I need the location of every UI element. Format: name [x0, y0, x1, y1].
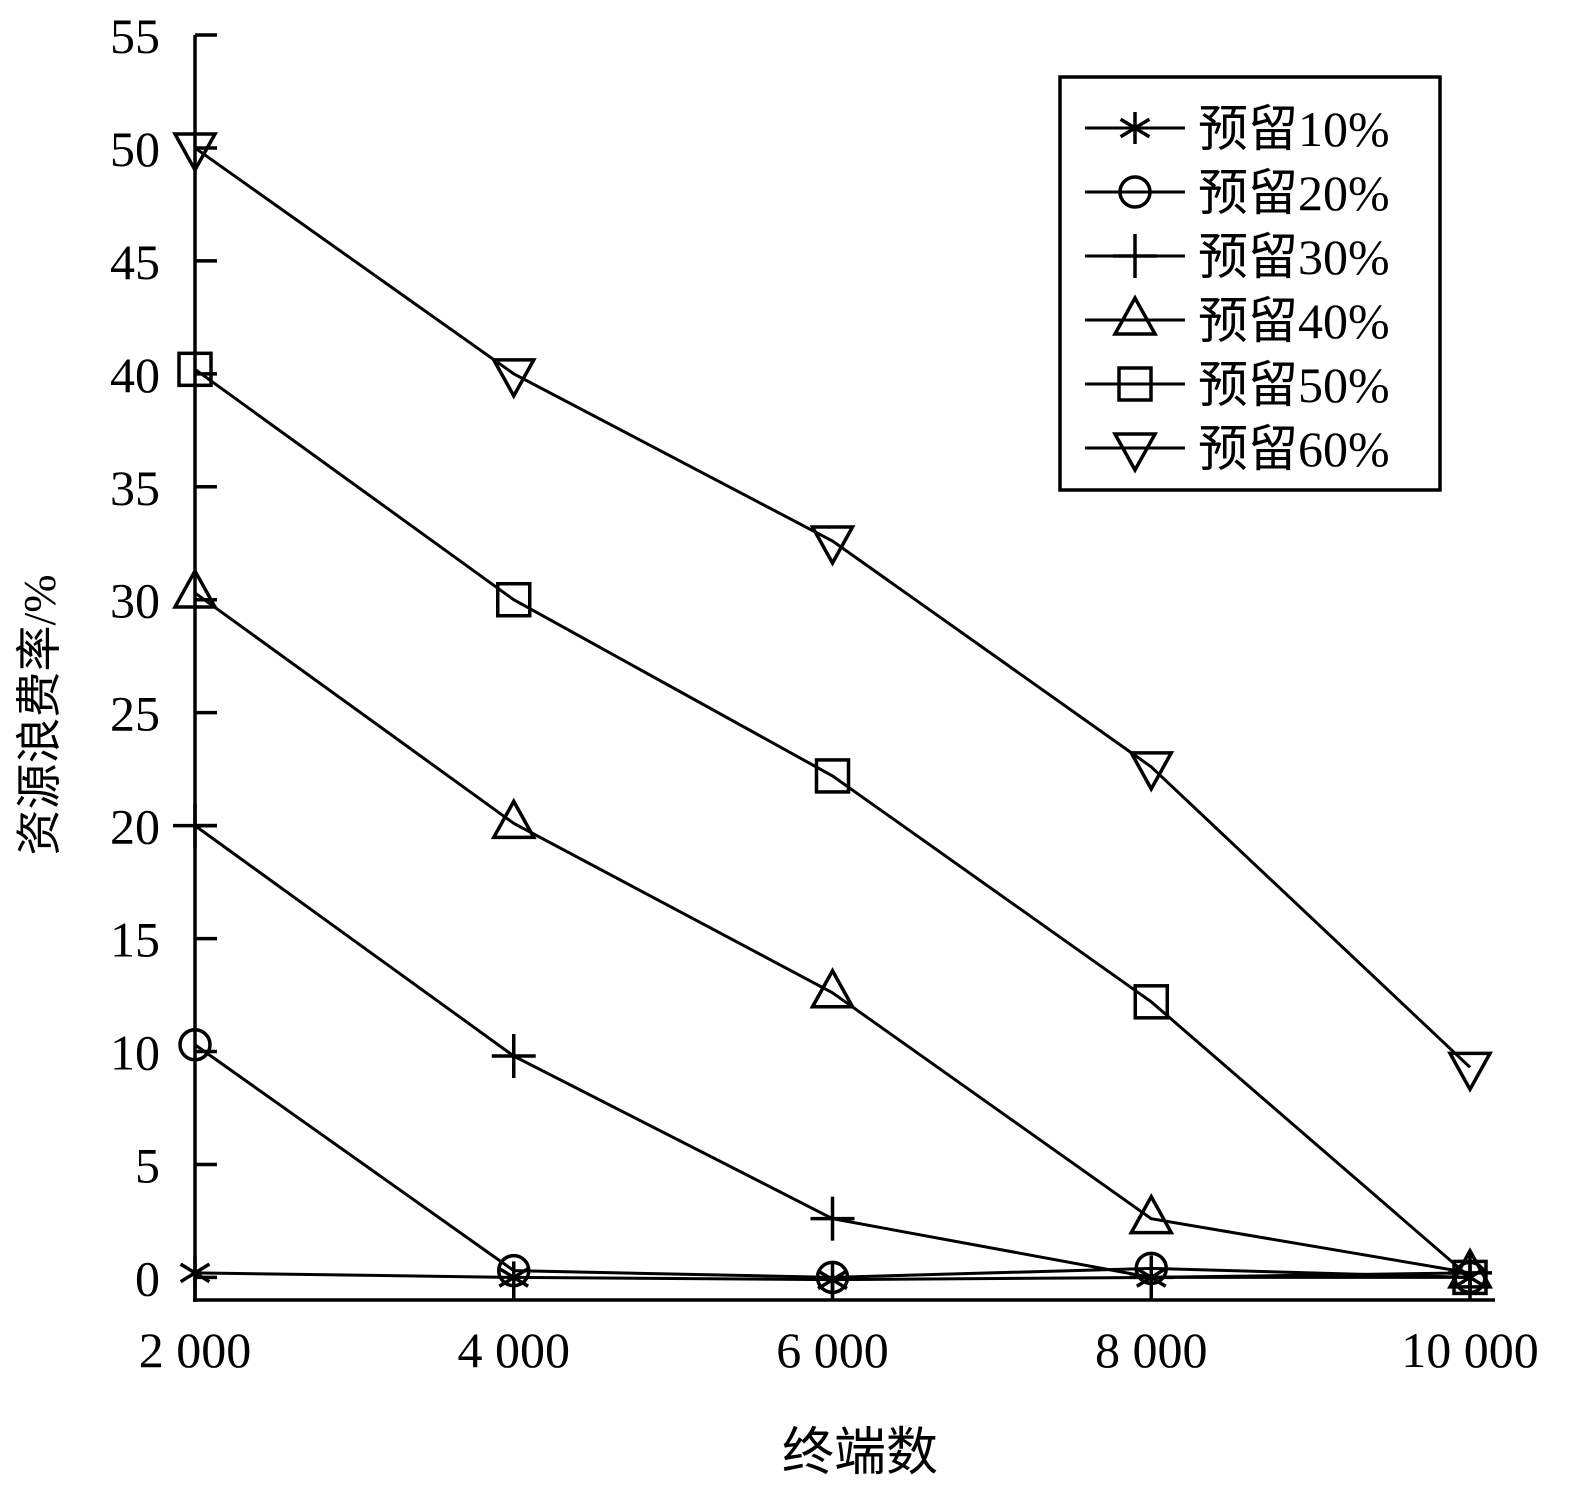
- y-axis-label: 资源浪费率/%: [14, 574, 65, 855]
- data-point-triangle-down: [809, 525, 856, 567]
- data-point-triangle-up: [1447, 1247, 1493, 1289]
- legend-box: [1058, 75, 1442, 492]
- x-tick-label: 8 000: [1095, 1322, 1208, 1378]
- series-line-2: [194, 1043, 1471, 1279]
- y-tick-label: 40: [110, 347, 160, 403]
- y-tick-label: 30: [110, 573, 160, 629]
- legend-marker-square: [1117, 366, 1153, 402]
- y-tick-label: 10: [110, 1025, 160, 1081]
- y-tick-label: 15: [110, 912, 160, 968]
- data-point-triangle-up: [490, 797, 537, 840]
- data-point-plus: [810, 1196, 855, 1241]
- y-tick-label: 55: [110, 8, 160, 64]
- y-tick-label: 25: [110, 686, 160, 742]
- x-tick-label: 2 000: [139, 1322, 252, 1378]
- legend: 预留10% 预留20% 预留30% 预留40% 预留50% 预留60%: [1058, 75, 1442, 492]
- data-point-circle: [497, 1253, 531, 1288]
- data-point-square: [1133, 984, 1169, 1020]
- series-line-4: [194, 591, 1471, 1275]
- data-point-circle: [815, 1260, 850, 1295]
- legend-label: 预留40%: [1198, 293, 1390, 349]
- data-point-star: [817, 1263, 848, 1296]
- legend-marker-circle: [1118, 175, 1152, 209]
- x-tick-label: 6 000: [776, 1322, 889, 1378]
- data-point-square: [1452, 1259, 1488, 1296]
- y-tick-label: 50: [110, 121, 160, 177]
- y-tick-label: 35: [110, 460, 160, 516]
- data-point-triangle-down: [172, 132, 218, 174]
- y-tick-label: 20: [110, 799, 160, 855]
- series-markers: [172, 132, 1493, 1300]
- data-point-triangle-up: [809, 967, 856, 1009]
- data-point-triangle-up: [172, 567, 218, 609]
- data-point-square: [496, 581, 532, 618]
- legend-label: 预留50%: [1198, 357, 1390, 413]
- data-point-square: [814, 758, 851, 794]
- series-line-6: [194, 146, 1472, 1069]
- legend-marker-plus: [1113, 234, 1157, 278]
- x-tick-label: 10 000: [1401, 1322, 1539, 1378]
- legend-label: 预留20%: [1198, 165, 1390, 221]
- data-point-triangle-down: [490, 358, 537, 400]
- data-point-star: [179, 1256, 211, 1289]
- legend-label: 预留30%: [1198, 229, 1390, 285]
- data-point-plus: [1129, 1255, 1174, 1300]
- data-point-square: [177, 351, 213, 388]
- legend-marker-star: [1119, 112, 1151, 144]
- legend-marker-triangle-up: [1112, 294, 1158, 336]
- data-point-triangle-down: [1128, 751, 1175, 793]
- y-tick-label: 0: [135, 1250, 160, 1306]
- y-tick-label: 5: [135, 1137, 160, 1193]
- data-point-circle: [178, 1027, 212, 1062]
- legend-marker-triangle-down: [1112, 432, 1158, 474]
- x-tick-label: 4 000: [458, 1322, 571, 1378]
- data-point-plus: [173, 803, 217, 848]
- legend-label: 预留10%: [1198, 101, 1390, 157]
- legend-label: 预留60%: [1198, 421, 1390, 477]
- x-axis-label: 终端数: [782, 1425, 938, 1482]
- data-point-triangle-down: [1447, 1051, 1493, 1093]
- series-line-5: [194, 368, 1471, 1279]
- data-point-plus: [491, 1034, 536, 1079]
- y-tick-label: 45: [110, 234, 160, 290]
- axes: 0 5 10 15 20 25 30 35 40 45 50 55 2 000 4 000 6 000 8 0…: [110, 8, 1539, 1378]
- data-point-triangle-up: [1128, 1193, 1175, 1235]
